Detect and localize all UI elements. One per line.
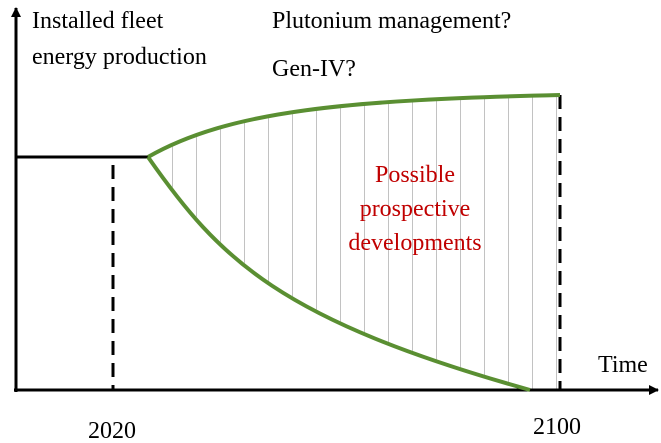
- lower-curve: [146, 155, 531, 392]
- question: Plutonium management?: [272, 8, 511, 34]
- y-label: Installed fleet: [32, 8, 164, 34]
- y-label: energy production: [32, 44, 207, 70]
- year-label: 2020: [88, 418, 136, 443]
- x-label: Time: [598, 352, 648, 378]
- question: Gen-IV?: [272, 56, 356, 82]
- region-label: developments: [348, 230, 481, 256]
- region-label: prospective: [360, 196, 471, 222]
- hatched-region: [148, 95, 560, 390]
- region-label: Possible: [375, 162, 455, 188]
- year-label: 2100: [533, 414, 581, 440]
- upper-curve: [147, 93, 561, 159]
